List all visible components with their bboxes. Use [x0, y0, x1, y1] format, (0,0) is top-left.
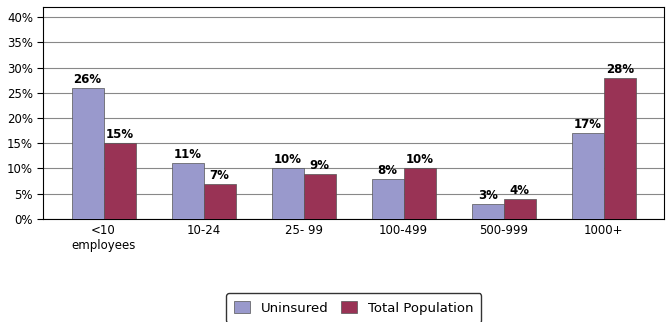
Text: 7%: 7%: [210, 169, 229, 182]
Bar: [304, 174, 336, 219]
Text: 17%: 17%: [574, 118, 602, 131]
Bar: [272, 168, 304, 219]
Text: 10%: 10%: [274, 154, 302, 166]
Bar: [404, 168, 435, 219]
Bar: [172, 164, 203, 219]
Text: 10%: 10%: [406, 154, 433, 166]
Text: 28%: 28%: [606, 62, 634, 76]
Bar: [72, 88, 103, 219]
Bar: [472, 204, 504, 219]
Text: 26%: 26%: [74, 73, 101, 86]
Text: 15%: 15%: [105, 128, 134, 141]
Text: 3%: 3%: [478, 189, 498, 202]
Bar: [203, 184, 236, 219]
Bar: [103, 143, 136, 219]
Bar: [572, 133, 604, 219]
Text: 8%: 8%: [378, 164, 398, 176]
Text: 4%: 4%: [510, 184, 530, 197]
Legend: Uninsured, Total Population: Uninsured, Total Population: [226, 293, 481, 322]
Text: 11%: 11%: [174, 148, 201, 161]
Bar: [372, 179, 404, 219]
Bar: [504, 199, 536, 219]
Bar: [604, 78, 636, 219]
Text: 9%: 9%: [310, 158, 329, 172]
